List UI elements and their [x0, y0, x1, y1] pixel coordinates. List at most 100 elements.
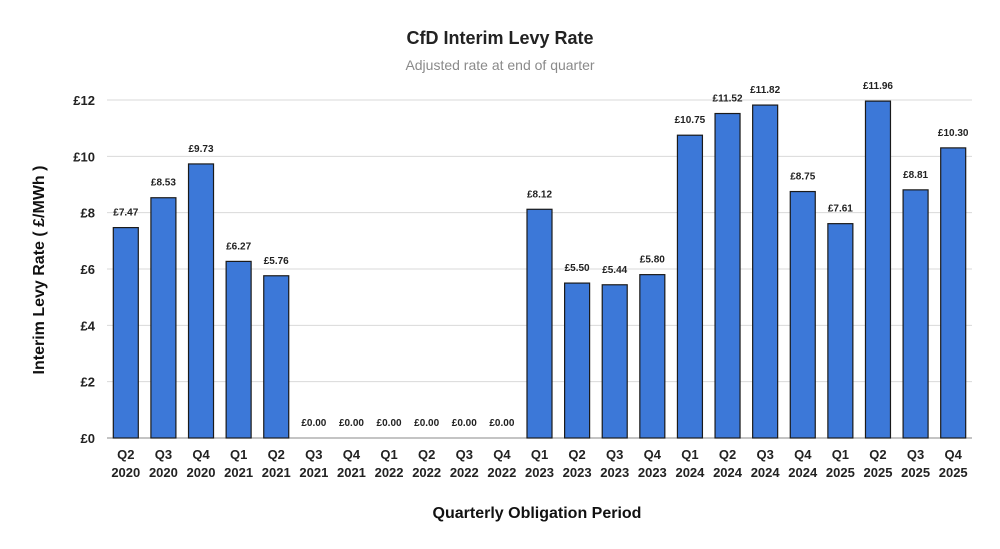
x-tick-quarter: Q1	[380, 447, 397, 462]
data-label: £11.96	[863, 81, 893, 92]
data-label: £0.00	[452, 418, 477, 429]
x-tick-year: 2021	[299, 465, 328, 480]
x-tick-quarter: Q1	[681, 447, 698, 462]
chart-subtitle: Adjusted rate at end of quarter	[405, 57, 595, 73]
x-tick-year: 2025	[826, 465, 855, 480]
data-label: £7.47	[113, 208, 138, 219]
y-axis-ticks: £0 £2 £4 £6 £8 £10 £12	[73, 93, 95, 446]
x-tick-quarter: Q4	[794, 447, 812, 462]
data-label: £11.82	[750, 85, 780, 96]
x-tick-quarter: Q3	[305, 447, 322, 462]
x-tick-year: 2022	[450, 465, 479, 480]
y-tick-label: £12	[73, 93, 95, 108]
x-tick-quarter: Q2	[568, 447, 585, 462]
bar	[601, 284, 628, 439]
data-label: £0.00	[414, 418, 439, 429]
bars	[112, 100, 967, 439]
x-tick-quarter: Q4	[343, 447, 361, 462]
bar	[564, 282, 591, 439]
x-tick-year: 2021	[224, 465, 253, 480]
bar	[187, 163, 215, 439]
x-tick-year: 2021	[262, 465, 291, 480]
x-tick-year: 2020	[111, 465, 140, 480]
data-label: £7.61	[828, 204, 853, 215]
x-tick-quarter: Q3	[907, 447, 924, 462]
x-tick-year: 2022	[412, 465, 441, 480]
data-label: £8.81	[903, 170, 928, 181]
data-label: £6.27	[226, 241, 251, 252]
x-axis-ticks: Q2 2020 Q3 2020 Q4 2020 Q1 2021 Q2 2021 Q3 2021 Q4 20…	[111, 447, 967, 480]
y-tick-label: £4	[81, 318, 96, 333]
x-tick-quarter: Q1	[531, 447, 548, 462]
x-tick-year: 2024	[751, 465, 781, 480]
x-tick-year: 2024	[788, 465, 818, 480]
x-tick-quarter: Q4	[945, 447, 963, 462]
bar	[864, 100, 892, 439]
x-tick-year: 2024	[675, 465, 705, 480]
data-label: £8.53	[151, 178, 176, 189]
data-label: £0.00	[301, 418, 326, 429]
data-label: £10.30	[938, 128, 969, 139]
bar	[526, 208, 553, 439]
data-label: £11.52	[713, 94, 743, 105]
data-labels: £7.47 £8.53 £9.73 £6.27 £5.76 £0.00 £0.00 £0.00…	[113, 81, 969, 429]
x-tick-year: 2023	[525, 465, 554, 480]
data-label: £8.12	[527, 189, 552, 200]
x-tick-quarter: Q2	[117, 447, 134, 462]
x-tick-quarter: Q2	[418, 447, 435, 462]
x-tick-year: 2020	[149, 465, 178, 480]
bar	[940, 147, 967, 439]
bar	[752, 104, 779, 439]
data-label: £5.80	[640, 255, 665, 266]
x-tick-year: 2023	[600, 465, 629, 480]
data-label: £5.44	[602, 265, 627, 276]
y-tick-label: £0	[81, 431, 95, 446]
data-label: £0.00	[339, 418, 364, 429]
bar	[263, 275, 290, 439]
x-tick-quarter: Q3	[606, 447, 623, 462]
x-tick-year: 2025	[864, 465, 893, 480]
x-tick-year: 2025	[939, 465, 968, 480]
y-tick-label: £6	[81, 262, 95, 277]
bar	[714, 112, 741, 439]
bar	[150, 197, 177, 439]
x-tick-quarter: Q1	[230, 447, 247, 462]
x-tick-year: 2023	[563, 465, 592, 480]
x-tick-quarter: Q3	[756, 447, 773, 462]
bar	[225, 260, 252, 439]
data-label: £0.00	[377, 418, 402, 429]
x-axis-label: Quarterly Obligation Period	[433, 505, 642, 522]
data-label: £10.75	[675, 115, 706, 126]
x-tick-quarter: Q3	[155, 447, 172, 462]
y-tick-label: £8	[81, 206, 95, 221]
x-tick-year: 2021	[337, 465, 366, 480]
x-tick-year: 2020	[187, 465, 216, 480]
data-label: £9.73	[189, 144, 214, 155]
bar	[639, 274, 666, 439]
x-tick-quarter: Q2	[869, 447, 886, 462]
x-tick-quarter: Q2	[719, 447, 736, 462]
x-tick-quarter: Q1	[832, 447, 849, 462]
data-label: £5.50	[565, 263, 590, 274]
data-label: £0.00	[489, 418, 514, 429]
data-label: £5.76	[264, 256, 289, 267]
x-tick-year: 2022	[375, 465, 404, 480]
y-tick-label: £10	[73, 149, 95, 164]
x-tick-quarter: Q3	[456, 447, 473, 462]
x-tick-year: 2022	[487, 465, 516, 480]
bar	[676, 134, 704, 439]
y-tick-label: £2	[81, 375, 95, 390]
x-tick-quarter: Q2	[268, 447, 285, 462]
x-tick-quarter: Q4	[192, 447, 210, 462]
chart-title: CfD Interim Levy Rate	[406, 28, 594, 48]
data-label: £8.75	[790, 172, 815, 183]
x-tick-quarter: Q4	[493, 447, 511, 462]
bar	[789, 190, 816, 439]
y-axis-label: Interim Levy Rate ( £/MWh )	[31, 166, 48, 375]
bar	[902, 189, 929, 439]
x-tick-year: 2024	[713, 465, 743, 480]
x-tick-year: 2025	[901, 465, 930, 480]
bar	[827, 223, 854, 439]
